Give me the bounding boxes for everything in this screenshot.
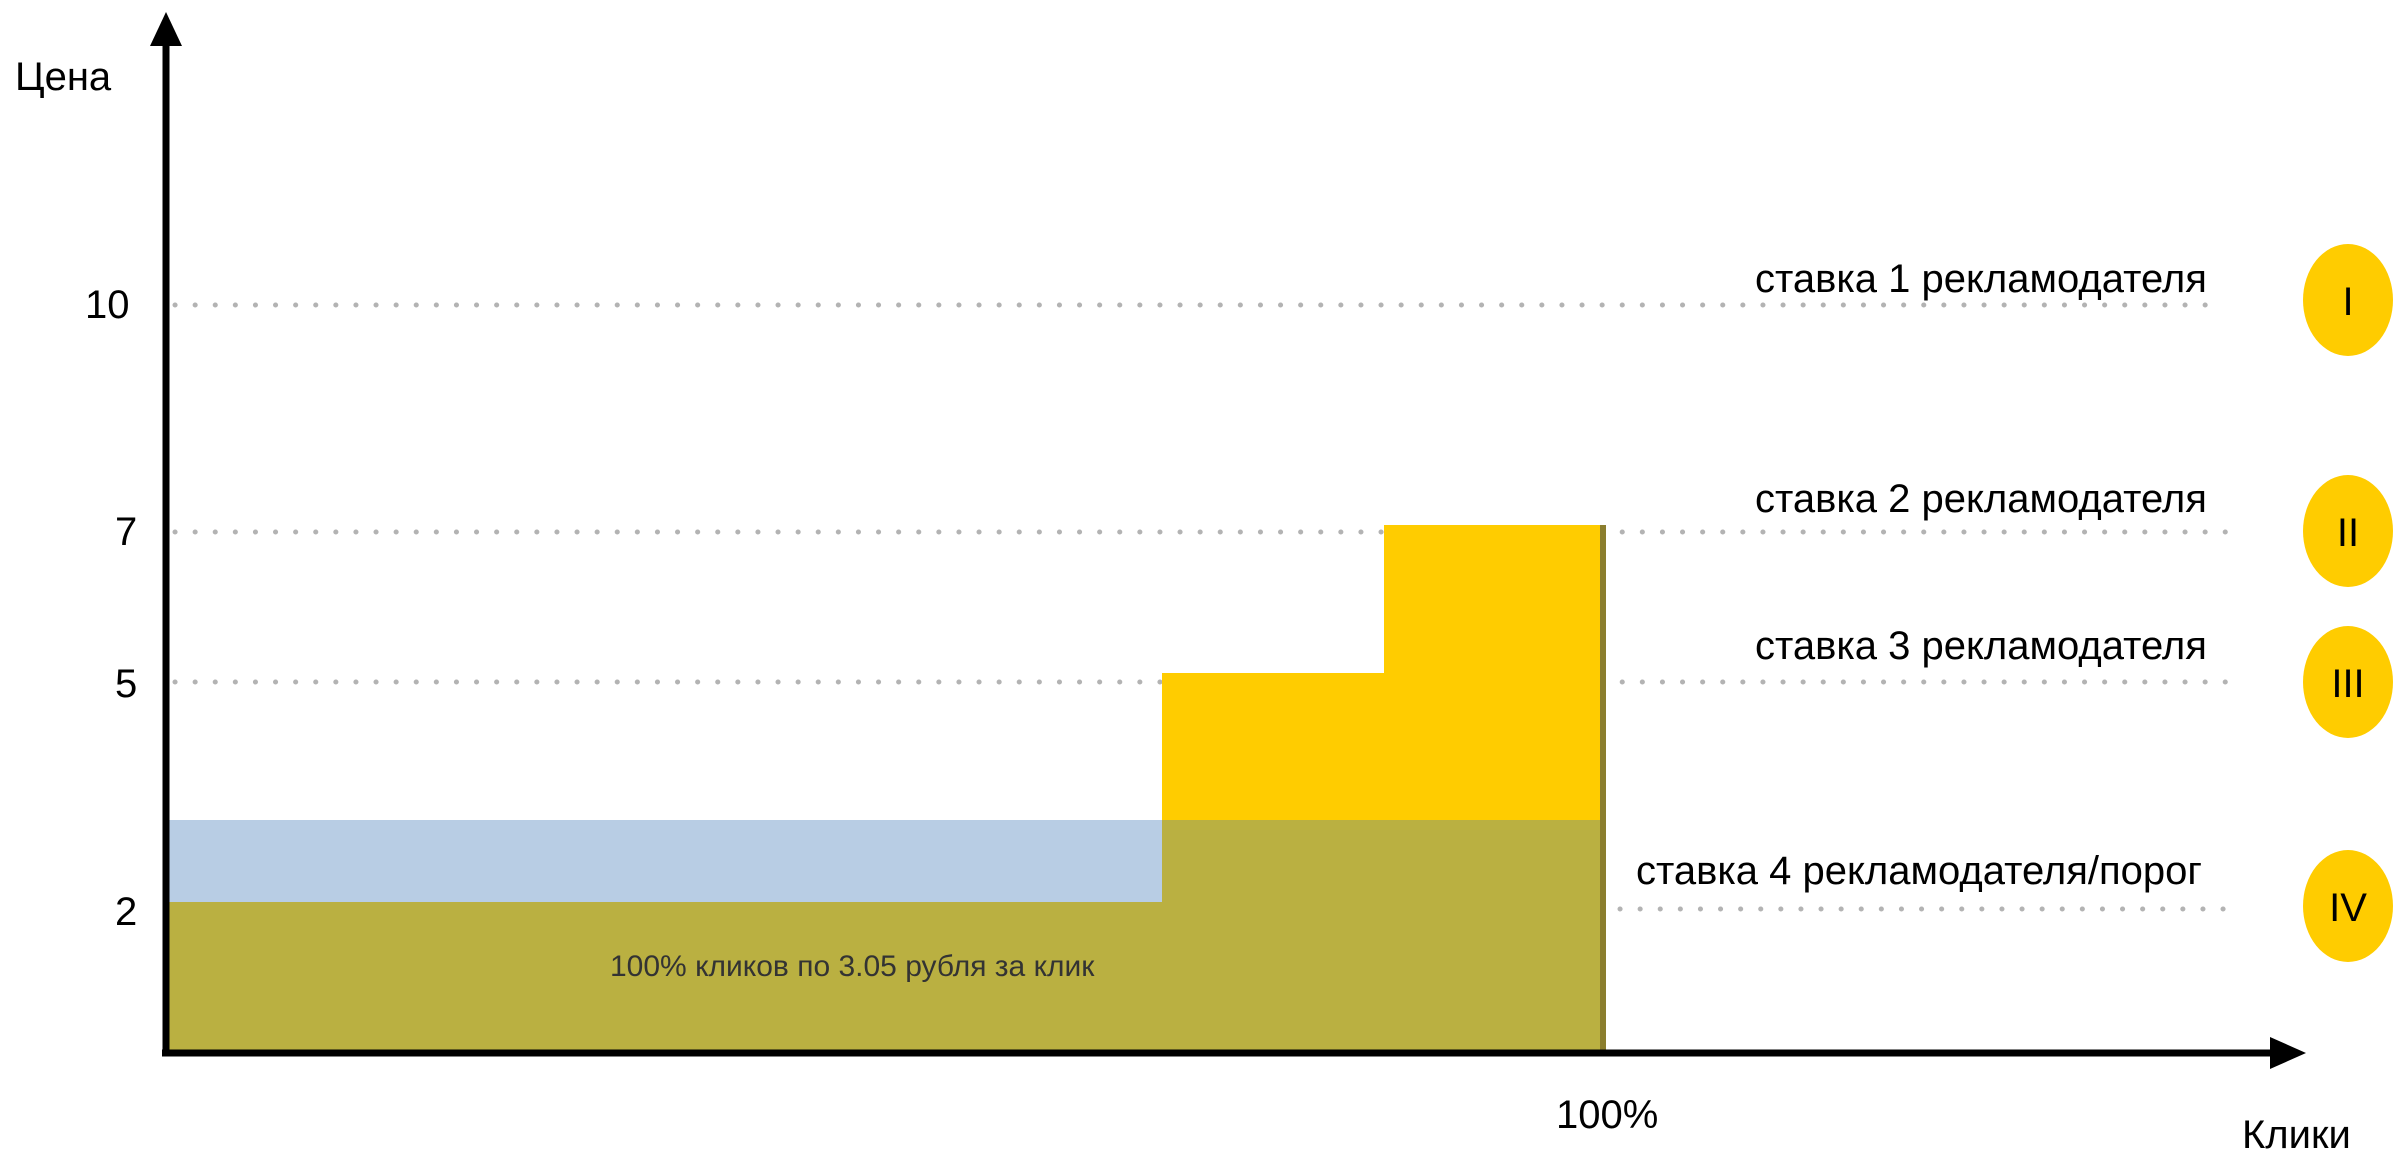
axes bbox=[150, 12, 2306, 1069]
price-band-blue bbox=[168, 820, 1162, 902]
y-axis-arrow bbox=[150, 12, 182, 46]
rank-badges: I II III IV bbox=[2303, 244, 2393, 962]
cost-area-olive-left bbox=[168, 902, 1162, 1053]
y-tick-labels: 10 7 5 2 bbox=[85, 283, 137, 934]
rank-badge-1 bbox=[2303, 244, 2393, 356]
cost-area-olive-right bbox=[1162, 820, 1600, 1053]
rank-numeral-4: IV bbox=[2329, 886, 2367, 930]
rank-badge-4 bbox=[2303, 850, 2393, 962]
y-axis-label: Цена bbox=[15, 55, 112, 99]
rank-numeral-2: II bbox=[2337, 511, 2359, 555]
rank-numeral-1: I bbox=[2342, 280, 2353, 324]
x-axis-arrow bbox=[2270, 1037, 2306, 1069]
y-tick-2: 2 bbox=[115, 890, 137, 934]
y-tick-10: 10 bbox=[85, 283, 130, 327]
bid-labels: ставка 1 рекламодателя ставка 2 рекламод… bbox=[1636, 257, 2207, 893]
rank-badge-3 bbox=[2303, 626, 2393, 738]
x-tick-100: 100% bbox=[1556, 1093, 1658, 1137]
bid-label-1: ставка 1 рекламодателя bbox=[1755, 257, 2207, 301]
y-tick-5: 5 bbox=[115, 662, 137, 706]
bid-level-lines bbox=[172, 302, 2243, 912]
rank-numeral-3: III bbox=[2331, 662, 2364, 706]
bid-label-2: ставка 2 рекламодателя bbox=[1755, 477, 2207, 521]
x-axis-label: Клики bbox=[2242, 1113, 2351, 1157]
y-tick-7: 7 bbox=[115, 510, 137, 554]
step-area bbox=[168, 525, 1606, 1053]
bid-label-4: ставка 4 рекламодателя/порог bbox=[1636, 849, 2202, 893]
area-note: 100% кликов по 3.05 рубля за клик bbox=[610, 950, 1095, 983]
step-right-edge bbox=[1600, 525, 1606, 1053]
rank-badge-2 bbox=[2303, 475, 2393, 587]
bid-label-3: ставка 3 рекламодателя bbox=[1755, 624, 2207, 668]
